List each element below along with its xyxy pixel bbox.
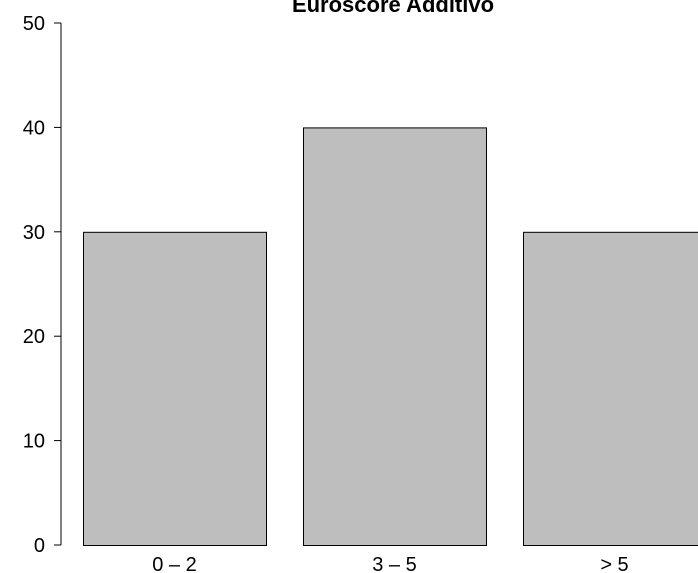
chart-title: Euroscore Additivo [292, 0, 494, 17]
bar [303, 127, 487, 547]
x-tick-label: > 5 [600, 554, 628, 573]
bar [83, 231, 267, 547]
y-tick-label: 40 [23, 117, 45, 139]
y-tick-label: 0 [34, 535, 45, 557]
bar [523, 231, 698, 547]
x-tick-label: 3 – 5 [372, 554, 416, 573]
x-tick-label: 0 – 2 [152, 554, 196, 573]
x-axis-labels: 0 – 2 3 – 5 > 5 [152, 554, 628, 573]
y-tick-label: 20 [23, 326, 45, 348]
bars [83, 127, 698, 547]
y-axis: 0 10 20 30 40 50 [23, 13, 62, 557]
y-tick-label: 10 [23, 431, 45, 453]
y-tick-label: 50 [23, 13, 45, 35]
y-tick-label: 30 [23, 222, 45, 244]
